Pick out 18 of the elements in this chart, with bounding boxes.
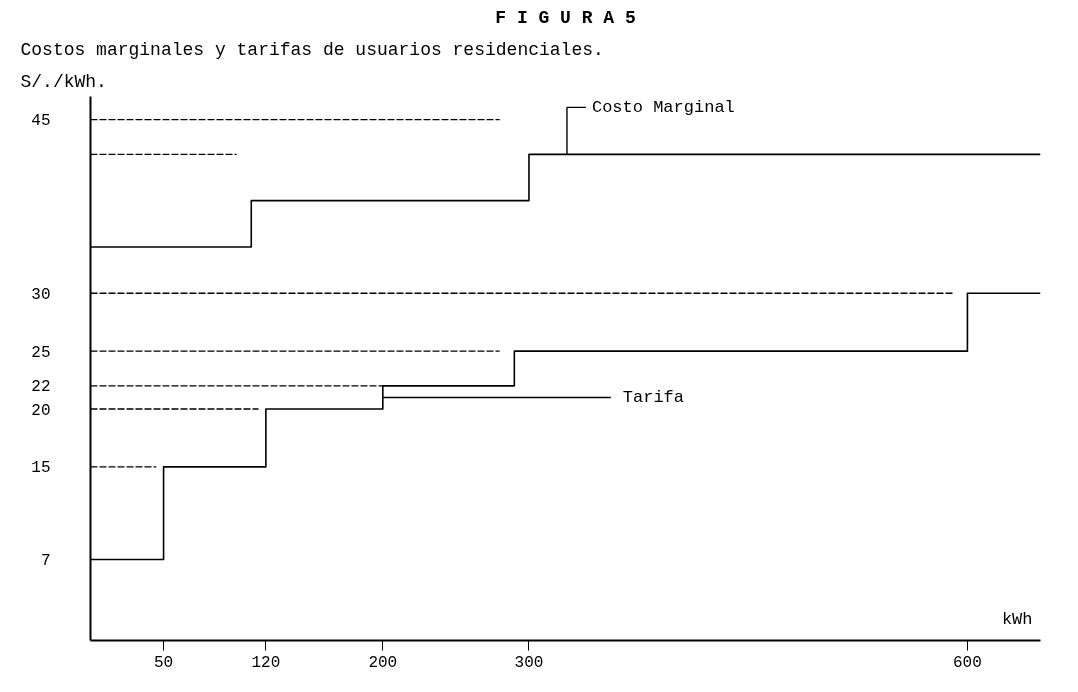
y-tick-label: 20 — [31, 401, 51, 420]
x-tick-label: 200 — [368, 653, 398, 672]
y-tick-label: 15 — [31, 459, 51, 478]
y-tick-label: 7 — [40, 551, 51, 570]
chart-subtitle: Costos marginales y tarifas de usuarios residenciales. — [20, 39, 604, 60]
y-tick-label: 30 — [31, 285, 51, 304]
text: Costo Marginal — [591, 97, 735, 117]
y-tick-label: 22 — [31, 378, 51, 397]
x-tick-label: 120 — [251, 653, 281, 672]
chart-title: F I G U R A 5 — [495, 7, 636, 28]
y-tick-label: 25 — [31, 343, 51, 362]
y-axis-title: S/./kWh. — [20, 71, 107, 92]
x-tick-label: 50 — [153, 653, 174, 672]
text: Tarifa — [622, 387, 685, 407]
x-tick-label: 600 — [953, 653, 982, 672]
y-tick-label: 45 — [31, 112, 51, 131]
x-tick-label: 300 — [514, 653, 544, 672]
x-axis-title: kWh — [1001, 609, 1033, 629]
